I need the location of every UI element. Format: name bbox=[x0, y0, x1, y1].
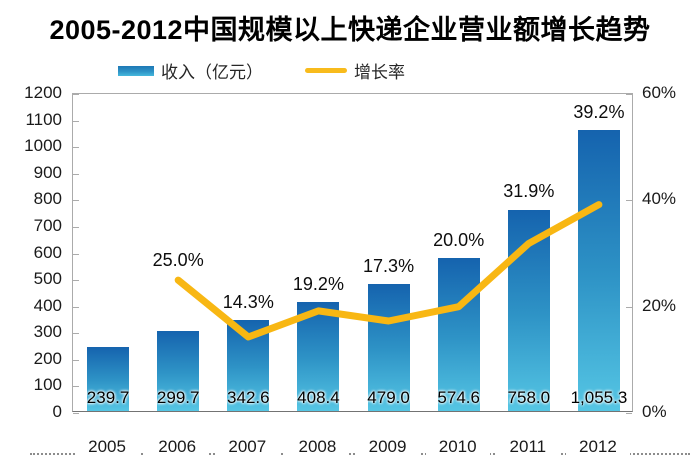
left-tick-mark bbox=[73, 147, 79, 149]
left-tick-mark bbox=[73, 200, 79, 202]
left-axis-tick-label: 800 bbox=[33, 189, 62, 209]
legend-label-growth-rate: 增长率 bbox=[354, 63, 405, 82]
plot-area: 239.7 299.7 342.6 408.4 479.0 574.6 758.0 1,055… bbox=[72, 93, 633, 414]
x-axis: 2005 2006 2007 2008 2009 2010 2011 2012 bbox=[0, 437, 700, 463]
bar-value-label: 1,055.3 bbox=[570, 388, 628, 407]
bar-value-label: 408.4 bbox=[297, 388, 340, 407]
right-tick-mark bbox=[626, 94, 632, 95]
left-tick-mark bbox=[73, 94, 79, 95]
bar-series-swatch-icon bbox=[118, 65, 154, 76]
growth-rate-line bbox=[174, 201, 603, 341]
revenue-bar bbox=[367, 283, 410, 411]
right-tick-mark bbox=[626, 200, 632, 202]
revenue-bar bbox=[297, 302, 340, 411]
growth-rate-label: 14.3% bbox=[222, 291, 274, 312]
left-axis-tick-label: 1100 bbox=[25, 109, 62, 129]
year-label: 2011 bbox=[495, 437, 560, 457]
growth-rate-label: 17.3% bbox=[363, 255, 415, 276]
year-label: 2005 bbox=[75, 437, 140, 457]
left-tick-mark bbox=[73, 386, 79, 388]
left-axis-tick-label: 300 bbox=[33, 322, 62, 342]
left-tick-mark bbox=[73, 173, 79, 175]
right-axis-tick-label: 20% bbox=[642, 295, 677, 315]
left-tick-mark bbox=[73, 359, 79, 361]
year-label: 2006 bbox=[145, 437, 210, 457]
left-axis-tick-label: 1200 bbox=[24, 83, 62, 102]
right-axis-tick-label: 40% bbox=[642, 189, 677, 209]
revenue-bar bbox=[87, 347, 130, 411]
left-axis-tick-label: 600 bbox=[33, 242, 62, 262]
left-tick-mark bbox=[73, 280, 79, 282]
chart-legend: 收入（亿元） 增长率 bbox=[118, 58, 405, 83]
right-axis-tick-label: 60% bbox=[642, 83, 677, 102]
bar-value-label: 299.7 bbox=[156, 388, 200, 407]
growth-rate-label: 31.9% bbox=[503, 181, 555, 202]
growth-rate-label: 20.0% bbox=[433, 230, 485, 251]
line-series-swatch-icon bbox=[305, 68, 347, 73]
revenue-bar bbox=[437, 258, 480, 411]
year-label: 2012 bbox=[565, 437, 630, 457]
left-tick-mark bbox=[73, 333, 79, 335]
bar-value-label: 479.0 bbox=[367, 388, 410, 407]
left-axis-tick-label: 900 bbox=[33, 162, 62, 182]
bar-value-label: 239.7 bbox=[86, 388, 130, 407]
left-axis-tick-label: 700 bbox=[33, 215, 62, 235]
left-axis-tick-label: 200 bbox=[33, 348, 62, 368]
chart-title: 2005-2012中国规模以上快递企业营业额增长趋势 bbox=[49, 15, 651, 45]
left-axis-tick-label: 100 bbox=[33, 375, 62, 395]
left-axis-tick-label: 0 bbox=[52, 402, 62, 421]
left-tick-mark bbox=[73, 226, 79, 228]
year-label: 2010 bbox=[425, 437, 490, 457]
left-tick-mark bbox=[73, 253, 79, 255]
growth-rate-label: 25.0% bbox=[152, 250, 204, 271]
growth-rate-label: 39.2% bbox=[573, 102, 625, 123]
legend-label-revenue: 收入（亿元） bbox=[161, 63, 263, 82]
revenue-bar bbox=[157, 331, 200, 411]
left-axis-tick-label: 500 bbox=[33, 269, 62, 289]
bar-value-label: 342.6 bbox=[227, 388, 270, 407]
growth-rate-label: 19.2% bbox=[292, 274, 344, 295]
legend-item-revenue: 收入（亿元） bbox=[118, 58, 263, 83]
left-tick-mark bbox=[73, 413, 79, 414]
left-axis-tick-label: 1000 bbox=[24, 136, 62, 156]
left-tick-mark bbox=[73, 306, 79, 308]
left-axis-tick-label: 400 bbox=[33, 295, 62, 315]
year-label: 2007 bbox=[215, 437, 280, 457]
left-tick-mark bbox=[73, 120, 79, 122]
year-label: 2008 bbox=[285, 437, 350, 457]
revenue-bar bbox=[577, 130, 620, 411]
bar-value-label: 574.6 bbox=[437, 388, 480, 407]
right-tick-mark bbox=[626, 306, 632, 308]
legend-item-growth-rate: 增长率 bbox=[305, 58, 405, 83]
year-label: 2009 bbox=[355, 437, 420, 457]
right-axis-tick-label: 0% bbox=[642, 402, 667, 421]
right-tick-mark bbox=[626, 413, 632, 414]
bar-value-label: 758.0 bbox=[507, 388, 551, 407]
